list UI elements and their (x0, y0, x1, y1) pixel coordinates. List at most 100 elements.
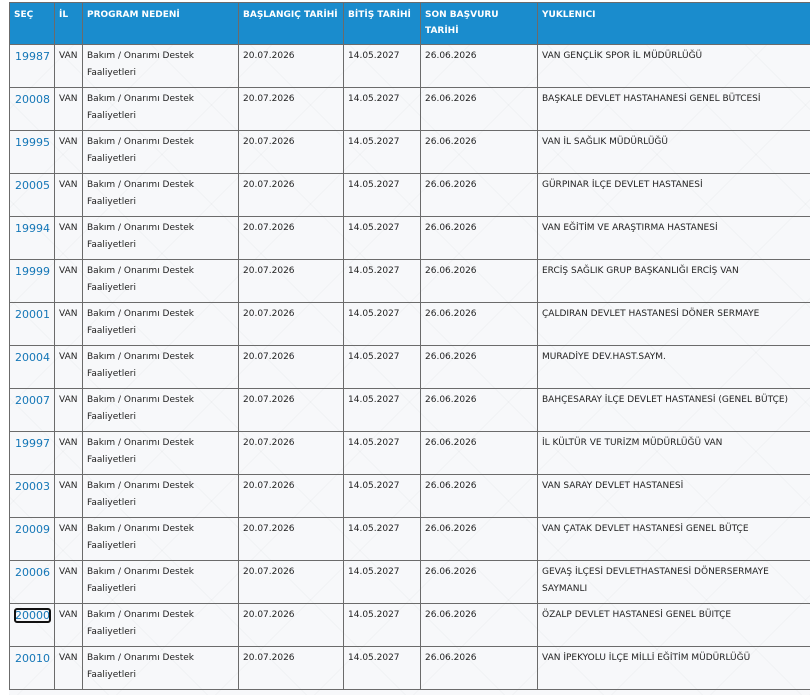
select-program-link[interactable]: 20009 (15, 523, 50, 536)
cell-sec: 20000 (9, 603, 55, 647)
cell-bitis: 14.05.2027 (343, 345, 421, 389)
cell-bitis: 14.05.2027 (343, 517, 421, 561)
select-program-link[interactable]: 20003 (15, 480, 50, 493)
cell-program: Bakım / Onarımı Destek Faaliyetleri (82, 474, 239, 518)
cell-program: Bakım / Onarımı Destek Faaliyetleri (82, 345, 239, 389)
table-row: 20007 VAN Bakım / Onarımı Destek Faaliyetl… (9, 388, 810, 432)
cell-bitis: 14.05.2027 (343, 431, 421, 475)
select-program-link[interactable]: 20008 (15, 93, 50, 106)
cell-bitis: 14.05.2027 (343, 302, 421, 346)
cell-son-basvuru: 26.06.2026 (420, 259, 538, 303)
cell-baslangic: 20.07.2026 (238, 44, 344, 88)
cell-son-basvuru: 26.06.2026 (420, 603, 538, 647)
cell-sec: 20008 (9, 87, 55, 131)
cell-sec: 19994 (9, 216, 55, 260)
cell-program: Bakım / Onarımı Destek Faaliyetleri (82, 259, 239, 303)
select-program-link[interactable]: 20004 (15, 351, 50, 364)
select-program-link[interactable]: 19997 (15, 437, 50, 450)
cell-il: VAN (54, 603, 83, 647)
cell-il: VAN (54, 474, 83, 518)
cell-baslangic: 20.07.2026 (238, 173, 344, 217)
select-program-link[interactable]: 20000 (14, 608, 51, 623)
cell-program: Bakım / Onarımı Destek Faaliyetleri (82, 388, 239, 432)
cell-baslangic: 20.07.2026 (238, 388, 344, 432)
cell-bitis: 14.05.2027 (343, 259, 421, 303)
cell-baslangic: 20.07.2026 (238, 345, 344, 389)
cell-sec: 20007 (9, 388, 55, 432)
col-header-yuklenici[interactable]: YUKLENICI (537, 2, 810, 45)
cell-son-basvuru: 26.06.2026 (420, 173, 538, 217)
cell-son-basvuru: 26.06.2026 (420, 302, 538, 346)
cell-yuklenici: VAN ÇATAK DEVLET HASTANESİ GENEL BÜTÇE (537, 517, 810, 561)
cell-son-basvuru: 26.06.2026 (420, 345, 538, 389)
cell-yuklenici: VAN İL SAĞLIK MÜDÜRLÜĞÜ (537, 130, 810, 174)
table-row: 19999 VAN Bakım / Onarımı Destek Faaliyetl… (9, 259, 810, 303)
cell-baslangic: 20.07.2026 (238, 216, 344, 260)
cell-program: Bakım / Onarımı Destek Faaliyetleri (82, 603, 239, 647)
cell-son-basvuru: 26.06.2026 (420, 130, 538, 174)
cell-bitis: 14.05.2027 (343, 130, 421, 174)
table-row: 19987 VAN Bakım / Onarımı Destek Faaliyetl… (9, 44, 810, 88)
table-row: 20008 VAN Bakım / Onarımı Destek Faaliyetl… (9, 87, 810, 131)
select-program-link[interactable]: 19999 (15, 265, 50, 278)
cell-son-basvuru: 26.06.2026 (420, 44, 538, 88)
cell-sec: 19995 (9, 130, 55, 174)
cell-baslangic: 20.07.2026 (238, 474, 344, 518)
cell-son-basvuru: 26.06.2026 (420, 388, 538, 432)
select-program-link[interactable]: 19995 (15, 136, 50, 149)
select-program-link[interactable]: 20006 (15, 566, 50, 579)
table-row: 19997 VAN Bakım / Onarımı Destek Faaliyetl… (9, 431, 810, 475)
cell-bitis: 14.05.2027 (343, 474, 421, 518)
cell-program: Bakım / Onarımı Destek Faaliyetleri (82, 302, 239, 346)
cell-yuklenici: ÇALDIRAN DEVLET HASTANESİ DÖNER SERMAYE (537, 302, 810, 346)
cell-sec: 20006 (9, 560, 55, 604)
col-header-il[interactable]: İL (54, 2, 83, 45)
select-program-link[interactable]: 19987 (15, 50, 50, 63)
cell-il: VAN (54, 646, 83, 690)
cell-program: Bakım / Onarımı Destek Faaliyetleri (82, 517, 239, 561)
select-program-link[interactable]: 20001 (15, 308, 50, 321)
cell-sec: 20001 (9, 302, 55, 346)
cell-sec: 20010 (9, 646, 55, 690)
cell-baslangic: 20.07.2026 (238, 646, 344, 690)
cell-bitis: 14.05.2027 (343, 603, 421, 647)
cell-il: VAN (54, 173, 83, 217)
cell-il: VAN (54, 560, 83, 604)
col-header-program[interactable]: PROGRAM NEDENİ (82, 2, 239, 45)
table-row: 20000 VAN Bakım / Onarımı Destek Faaliyetl… (9, 603, 810, 647)
results-panel: SEÇ İL PROGRAM NEDENİ BAŞLANGIÇ TARİHİ B… (9, 2, 810, 695)
table-row: 20005 VAN Bakım / Onarımı Destek Faaliyetl… (9, 173, 810, 217)
col-header-son-basvuru[interactable]: SON BAŞVURU TARİHİ (420, 2, 538, 45)
cell-baslangic: 20.07.2026 (238, 603, 344, 647)
col-header-baslangic[interactable]: BAŞLANGIÇ TARİHİ (238, 2, 344, 45)
cell-yuklenici: BAŞKALE DEVLET HASTAHANESİ GENEL BÜTCESİ (537, 87, 810, 131)
cell-il: VAN (54, 345, 83, 389)
cell-son-basvuru: 26.06.2026 (420, 431, 538, 475)
col-header-sec[interactable]: SEÇ (9, 2, 55, 45)
select-program-link[interactable]: 20010 (15, 652, 50, 665)
table-body: 19987 VAN Bakım / Onarımı Destek Faaliyetl… (9, 44, 810, 690)
cell-bitis: 14.05.2027 (343, 388, 421, 432)
cell-sec: 20003 (9, 474, 55, 518)
cell-il: VAN (54, 517, 83, 561)
cell-baslangic: 20.07.2026 (238, 517, 344, 561)
cell-son-basvuru: 26.06.2026 (420, 474, 538, 518)
cell-baslangic: 20.07.2026 (238, 130, 344, 174)
select-program-link[interactable]: 20007 (15, 394, 50, 407)
cell-program: Bakım / Onarımı Destek Faaliyetleri (82, 560, 239, 604)
cell-baslangic: 20.07.2026 (238, 302, 344, 346)
table-row: 19994 VAN Bakım / Onarımı Destek Faaliyetl… (9, 216, 810, 260)
select-program-link[interactable]: 19994 (15, 222, 50, 235)
cell-yuklenici: VAN SARAY DEVLET HASTANESİ (537, 474, 810, 518)
table-row: 20004 VAN Bakım / Onarımı Destek Faaliyetl… (9, 345, 810, 389)
cell-bitis: 14.05.2027 (343, 646, 421, 690)
col-header-bitis[interactable]: BİTİŞ TARİHİ (343, 2, 421, 45)
cell-bitis: 14.05.2027 (343, 44, 421, 88)
cell-bitis: 14.05.2027 (343, 87, 421, 131)
cell-il: VAN (54, 388, 83, 432)
cell-son-basvuru: 26.06.2026 (420, 646, 538, 690)
cell-bitis: 14.05.2027 (343, 560, 421, 604)
table-header-row: SEÇ İL PROGRAM NEDENİ BAŞLANGIÇ TARİHİ B… (9, 2, 810, 45)
select-program-link[interactable]: 20005 (15, 179, 50, 192)
table-row: 20006 VAN Bakım / Onarımı Destek Faaliyetl… (9, 560, 810, 604)
